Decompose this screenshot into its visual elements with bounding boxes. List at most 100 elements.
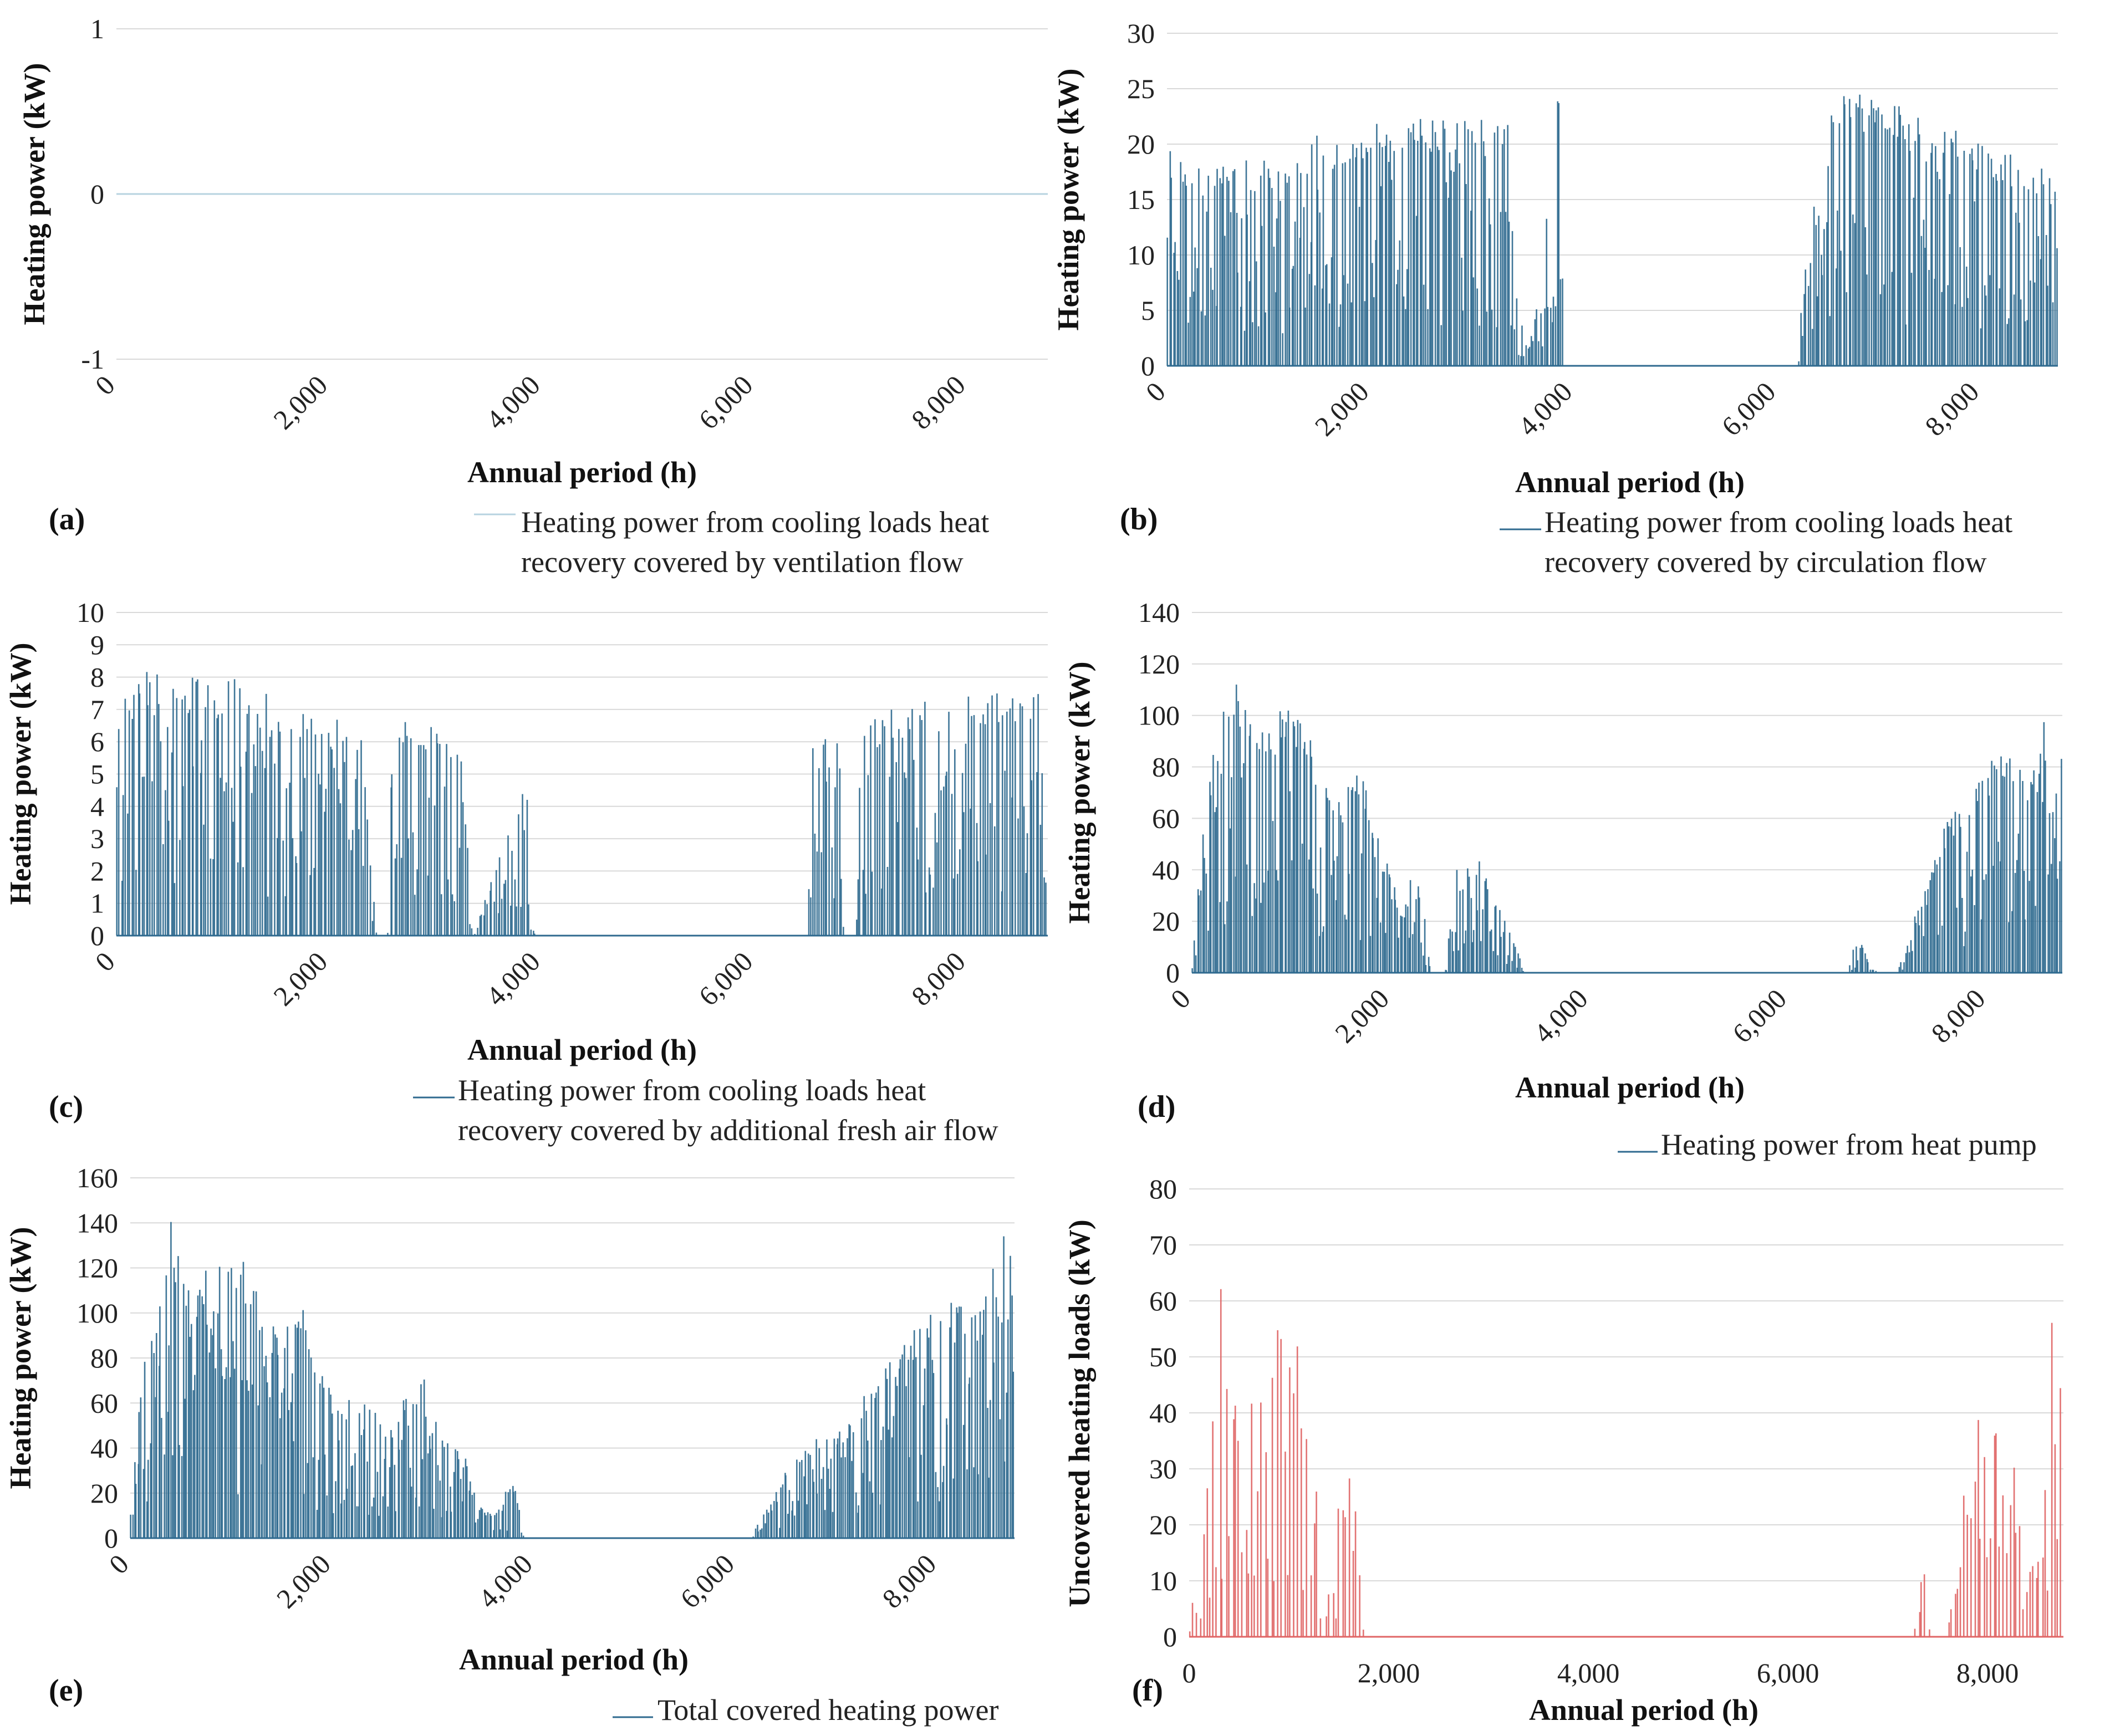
x-tick-label: 8,000 bbox=[905, 369, 971, 435]
legend-a: Heating power from cooling loads heat rec… bbox=[474, 506, 989, 579]
x-axis-title: Annual period (h) bbox=[1515, 1071, 1745, 1104]
y-tick-label: 20 bbox=[1149, 1509, 1177, 1540]
y-tick-label: 80 bbox=[90, 1342, 118, 1374]
y-tick-label: 5 bbox=[1141, 295, 1155, 326]
legend-e: Total covered heating power bbox=[613, 1693, 998, 1727]
x-tick-label: 0 bbox=[103, 1548, 135, 1580]
y-tick-label: 80 bbox=[1149, 1173, 1177, 1204]
legend-d: Heating power from heat pump bbox=[1618, 1128, 2037, 1161]
chart-panel-f: 0 10 20 30 40 50 60 70 80 0 2,000 4,000 6,000 8,000 An… bbox=[1063, 1173, 2063, 1727]
y-tick-label: 2 bbox=[90, 855, 104, 886]
y-tick-label: 1 bbox=[90, 13, 104, 44]
panel-label: (b) bbox=[1120, 502, 1158, 537]
y-tick-label: 0 bbox=[90, 920, 104, 951]
panel-label: (c) bbox=[49, 1090, 83, 1124]
panel-label: (d) bbox=[1138, 1090, 1175, 1124]
y-tick-label: 60 bbox=[1152, 803, 1180, 834]
y-tick-label: 15 bbox=[1127, 184, 1155, 215]
y-tick-label: 0 bbox=[1141, 350, 1155, 381]
y-tick-label: 140 bbox=[77, 1207, 118, 1238]
panel-label: (f) bbox=[1132, 1673, 1163, 1708]
y-tick-label: 60 bbox=[1149, 1285, 1177, 1316]
y-tick-label: 120 bbox=[77, 1253, 118, 1284]
y-tick-label: 0 bbox=[104, 1523, 118, 1554]
legend-entry: recovery covered by circulation flow bbox=[1545, 545, 1987, 579]
y-tick-label: 0 bbox=[90, 178, 104, 210]
legend-entry: Heating power from cooling loads heat bbox=[1545, 506, 2012, 539]
legend-entry: recovery covered by ventilation flow bbox=[521, 545, 964, 579]
y-tick-label: 140 bbox=[1138, 597, 1180, 628]
x-tick-label: 6,000 bbox=[1757, 1657, 1820, 1688]
y-tick-label: 0 bbox=[1166, 957, 1180, 988]
x-tick-label: 0 bbox=[1140, 376, 1171, 407]
y-tick-label: 10 bbox=[1127, 239, 1155, 270]
y-tick-label: 6 bbox=[90, 726, 104, 757]
y-axis-title: Heating power (kW) bbox=[4, 1227, 37, 1489]
y-axis-title: Heating power (kW) bbox=[1063, 662, 1096, 924]
y-axis-title: Heating power (kW) bbox=[1052, 69, 1085, 331]
y-tick-label: -1 bbox=[81, 344, 104, 375]
y-tick-label: 100 bbox=[1138, 700, 1180, 731]
y-axis-title: Heating power (kW) bbox=[4, 643, 37, 905]
y-tick-label: 3 bbox=[90, 823, 104, 854]
legend-entry: Heating power from cooling loads heat bbox=[521, 506, 989, 539]
y-tick-label: 160 bbox=[77, 1162, 118, 1193]
x-tick-label: 4,000 bbox=[480, 946, 546, 1012]
x-tick-label: 0 bbox=[1183, 1657, 1196, 1688]
y-tick-label: 7 bbox=[90, 694, 104, 725]
y-tick-label: 10 bbox=[77, 597, 104, 628]
y-tick-label: 20 bbox=[90, 1478, 118, 1509]
x-tick-label: 8,000 bbox=[905, 946, 971, 1012]
y-tick-label: 10 bbox=[1149, 1565, 1177, 1596]
y-axis-title: Heating power (kW) bbox=[18, 63, 51, 325]
x-tick-label: 2,000 bbox=[267, 946, 333, 1012]
x-tick-label: 4,000 bbox=[472, 1548, 538, 1614]
y-tick-label: 20 bbox=[1152, 906, 1180, 937]
y-tick-label: 4 bbox=[90, 791, 104, 822]
x-tick-label: 8,000 bbox=[1956, 1657, 2019, 1688]
x-tick-label: 0 bbox=[1165, 983, 1196, 1014]
y-tick-label: 100 bbox=[77, 1298, 118, 1329]
x-tick-label: 6,000 bbox=[692, 946, 758, 1012]
y-tick-label: 20 bbox=[1127, 129, 1155, 160]
x-tick-label: 4,000 bbox=[480, 369, 546, 435]
chart-panel-b: 0 5 10 15 20 25 30 0 2,000 4,000 6,000 8,000 Annual … bbox=[1052, 18, 2058, 579]
y-tick-label: 80 bbox=[1152, 752, 1180, 783]
x-tick-label: 0 bbox=[89, 946, 121, 977]
y-tick-label: 50 bbox=[1149, 1341, 1177, 1372]
x-tick-label: 6,000 bbox=[1726, 983, 1792, 1049]
x-tick-label: 6,000 bbox=[674, 1548, 740, 1614]
legend-entry: Heating power from heat pump bbox=[1661, 1128, 2037, 1161]
y-tick-label: 9 bbox=[90, 629, 104, 660]
y-tick-label: 1 bbox=[90, 888, 104, 919]
x-tick-label: 2,000 bbox=[1309, 376, 1375, 442]
x-tick-label: 8,000 bbox=[1925, 983, 1991, 1049]
panel-label: (a) bbox=[49, 502, 85, 537]
x-tick-label: 4,000 bbox=[1512, 376, 1578, 442]
series-d-0 bbox=[1191, 685, 2062, 974]
y-tick-label: 70 bbox=[1149, 1229, 1177, 1260]
x-tick-label: 2,000 bbox=[1329, 983, 1395, 1049]
legend-c: Heating power from cooling loads heat rec… bbox=[413, 1074, 998, 1147]
x-axis-title: Annual period (h) bbox=[1515, 466, 1745, 499]
x-tick-label: 4,000 bbox=[1557, 1657, 1620, 1688]
x-tick-label: 8,000 bbox=[1919, 376, 1985, 442]
series-b-0 bbox=[1166, 94, 2058, 367]
chart-panel-d: 0 20 40 60 80 100 120 140 0 2,000 4,000 6,000 8,000 A… bbox=[1063, 597, 2062, 1161]
legend-b: Heating power from cooling loads heat rec… bbox=[1500, 506, 2012, 579]
legend-entry: recovery covered by additional fresh air… bbox=[458, 1114, 998, 1147]
x-tick-label: 2,000 bbox=[267, 369, 333, 435]
chart-panel-e: 0 20 40 60 80 100 120 140 160 0 2,000 4,000 6,000 8,0… bbox=[4, 1162, 1015, 1727]
series-c-0 bbox=[116, 672, 1048, 937]
x-axis-title: Annual period (h) bbox=[467, 1033, 697, 1066]
series-f-0 bbox=[1189, 1289, 2063, 1638]
x-tick-label: 2,000 bbox=[1358, 1657, 1420, 1688]
panel-label: (e) bbox=[49, 1673, 83, 1708]
x-tick-label: 8,000 bbox=[876, 1548, 942, 1614]
y-tick-label: 120 bbox=[1138, 649, 1180, 680]
series-e-0 bbox=[130, 1222, 1015, 1539]
x-axis-title: Annual period (h) bbox=[1529, 1693, 1759, 1727]
y-tick-label: 25 bbox=[1127, 73, 1155, 104]
